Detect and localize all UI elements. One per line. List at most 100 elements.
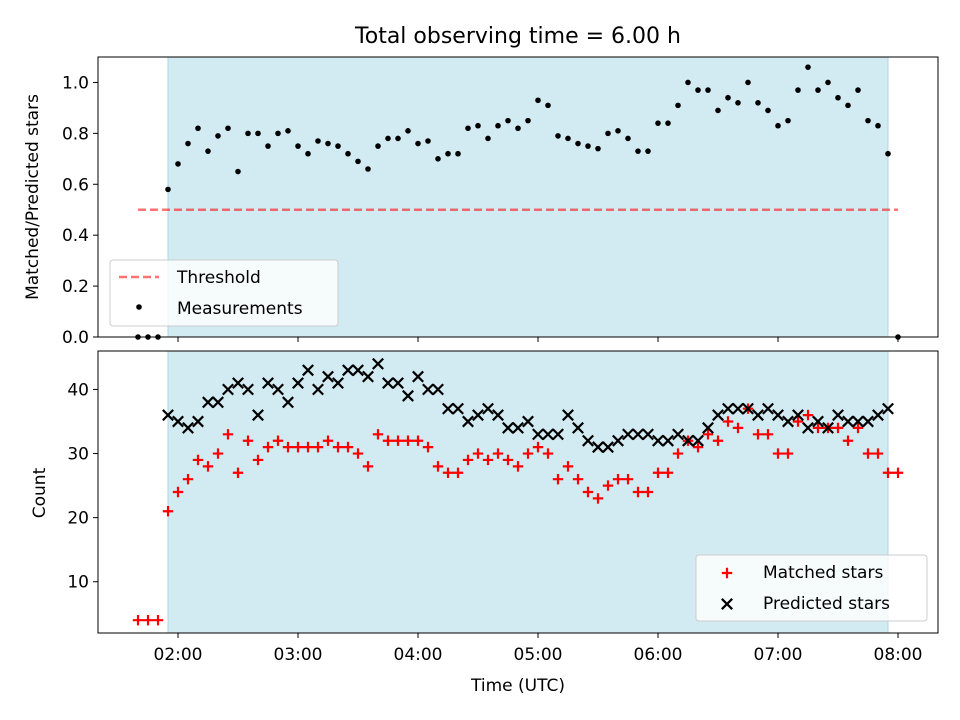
measurement-point xyxy=(835,94,841,101)
measurement-point xyxy=(685,79,691,86)
matched-star-point xyxy=(382,435,394,446)
bottom-x-tick-label: 04:00 xyxy=(394,645,443,665)
predicted-star-point xyxy=(442,402,454,415)
matched-star-point xyxy=(702,429,714,440)
measurement-point xyxy=(765,107,771,114)
top-y-tick-label: 0.6 xyxy=(62,175,89,195)
predicted-star-point xyxy=(222,383,234,396)
legend-threshold-label: Threshold xyxy=(176,268,261,288)
measurement-point xyxy=(735,100,741,106)
measurement-point xyxy=(485,135,491,142)
matched-star-point xyxy=(432,461,444,472)
measurement-point xyxy=(185,140,191,147)
measurement-point xyxy=(855,87,861,93)
matched-star-point xyxy=(392,435,404,446)
predicted-star-point xyxy=(252,409,264,422)
measurement-point xyxy=(195,125,201,132)
matched-star-point xyxy=(482,454,494,466)
measurement-point xyxy=(245,130,251,137)
measurement-point xyxy=(645,148,651,154)
predicted-star-point xyxy=(522,415,534,428)
top-legend-box xyxy=(109,259,339,327)
measurement-point xyxy=(525,117,531,124)
predicted-star-point xyxy=(322,370,334,383)
matched-star-point xyxy=(732,422,744,434)
predicted-star-point xyxy=(762,402,774,415)
bottom-x-tick-label: 03:00 xyxy=(274,645,323,665)
predicted-star-point xyxy=(432,383,444,396)
matched-star-point xyxy=(212,448,224,459)
matched-star-point xyxy=(442,467,454,478)
predicted-star-point xyxy=(862,415,874,428)
matched-star-point xyxy=(222,429,234,440)
measurement-point xyxy=(805,64,811,70)
predicted-star-point xyxy=(502,421,514,434)
predicted-star-point xyxy=(482,402,494,415)
measurement-point xyxy=(385,135,391,142)
matched-star-point xyxy=(142,614,154,626)
measurement-point xyxy=(865,117,871,124)
matched-star-point xyxy=(362,461,374,472)
measurement-point xyxy=(415,140,421,147)
predicted-star-point xyxy=(182,421,194,434)
matched-star-point xyxy=(402,435,414,446)
measurement-point xyxy=(655,120,661,126)
measurement-point xyxy=(165,186,171,193)
measurement-point xyxy=(225,125,231,132)
predicted-star-point xyxy=(492,409,504,422)
predicted-star-point xyxy=(332,377,344,390)
top-y-tick-label: 0.0 xyxy=(62,328,89,348)
predicted-star-point xyxy=(242,383,254,396)
measurement-point xyxy=(375,143,381,149)
measurement-point xyxy=(565,135,571,142)
predicted-star-point xyxy=(802,421,814,434)
predicted-star-point xyxy=(812,415,824,428)
matched-star-point xyxy=(472,448,484,459)
predicted-star-point xyxy=(292,377,304,390)
measurement-point xyxy=(275,130,281,137)
matched-star-point xyxy=(262,441,274,453)
measurement-point xyxy=(315,138,321,144)
matched-star-point xyxy=(462,454,474,466)
measurement-point xyxy=(705,87,711,93)
bottom-y-tick-label: 40 xyxy=(67,380,89,400)
predicted-star-point xyxy=(352,364,364,377)
measurement-point xyxy=(255,130,261,137)
matched-star-point xyxy=(502,454,514,466)
predicted-star-point xyxy=(532,428,544,441)
matched-star-point xyxy=(592,493,604,504)
matched-star-point xyxy=(162,506,174,517)
top-panel: 0.0 0.2 0.4 0.6 0.8 1.0 Matched/Predicted sta… xyxy=(23,56,939,348)
matched-star-point xyxy=(722,416,734,427)
bottom-panel: 10 20 30 40 02:00 03:00 04:00 05:00 06:00 07:00 0… xyxy=(30,350,939,696)
figure-title: Total observing time = 6.00 h xyxy=(354,24,681,49)
top-legend: Threshold Measurements xyxy=(109,259,339,327)
matched-star-point xyxy=(872,448,884,459)
legend-matched-marker xyxy=(721,567,733,579)
matched-star-point xyxy=(652,467,664,478)
measurement-point xyxy=(505,117,511,124)
bottom-x-axis-label: Time (UTC) xyxy=(470,676,565,696)
matched-star-point xyxy=(242,435,254,446)
matched-star-point xyxy=(892,467,904,478)
matched-star-point xyxy=(252,454,264,466)
predicted-star-point xyxy=(702,421,714,434)
matched-star-point xyxy=(542,448,554,459)
measurement-point xyxy=(615,128,621,134)
measurement-point xyxy=(205,148,211,154)
bottom-legend-box xyxy=(695,554,928,622)
measurement-point xyxy=(625,135,631,142)
predicted-star-point xyxy=(742,402,754,415)
measurement-point xyxy=(495,122,501,129)
top-y-tick-label: 0.4 xyxy=(62,226,89,246)
matched-star-point xyxy=(332,441,344,453)
predicted-star-point xyxy=(312,383,324,396)
predicted-star-point xyxy=(882,402,894,415)
predicted-star-point xyxy=(462,415,474,428)
legend-predicted-marker xyxy=(721,598,733,610)
predicted-star-point xyxy=(172,415,184,428)
bottom-y-tick-label: 30 xyxy=(67,445,89,465)
measurement-point xyxy=(305,150,311,157)
matched-star-point xyxy=(232,467,244,478)
